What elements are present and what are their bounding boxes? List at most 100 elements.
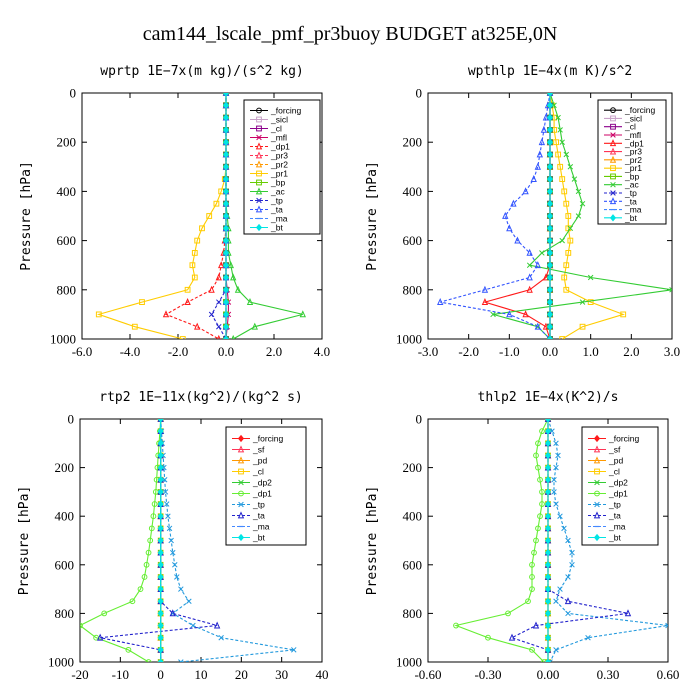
data-point (162, 489, 169, 495)
data-point (539, 250, 545, 256)
y-tick-label: 400 (55, 509, 75, 524)
x-tick-label: 2.0 (623, 344, 639, 359)
legend-label: _ma (608, 522, 626, 532)
data-point (508, 633, 516, 641)
legend-label: _ma (270, 214, 288, 224)
data-point (544, 463, 552, 472)
legend: _forcing_sicl_cl_mfl_dp1_pr3_pr2_pr1_bp_… (597, 99, 667, 225)
legend-marker (593, 456, 601, 464)
series-line (454, 419, 549, 662)
legend-label: _ta (270, 205, 283, 215)
legend-marker (255, 223, 263, 232)
data-point (546, 163, 554, 171)
data-point (502, 211, 509, 219)
data-point (544, 451, 552, 460)
data-point (530, 174, 537, 182)
data-point (222, 138, 230, 146)
y-tick-label: 400 (403, 184, 423, 199)
data-point (222, 286, 230, 294)
legend-marker (237, 456, 245, 464)
data-point (585, 634, 591, 641)
data-point (555, 452, 561, 459)
x-tick-label: -2.0 (168, 344, 189, 359)
legend-label: _dp1 (624, 138, 644, 148)
data-point (526, 248, 533, 256)
data-point (535, 525, 541, 532)
x-tick-label: 0.0 (542, 344, 558, 359)
data-point (579, 299, 586, 305)
data-point (222, 113, 230, 122)
data-point (575, 213, 582, 219)
data-point (557, 513, 563, 519)
legend-marker (594, 490, 600, 497)
legend-label: _tp (608, 500, 621, 510)
data-point (575, 188, 582, 195)
data-point (565, 537, 571, 544)
data-point (537, 513, 543, 520)
legend-label: _pd (608, 456, 623, 466)
legend-label: _ta (252, 511, 265, 521)
data-point (620, 311, 627, 318)
data-point (129, 598, 136, 605)
x-tick-label: 10 (195, 667, 208, 682)
data-point (544, 609, 552, 618)
legend-label: _bt (624, 213, 637, 223)
legend-marker (255, 187, 263, 195)
data-point (546, 298, 554, 306)
data-point (222, 323, 230, 331)
x-tick-label: -10 (112, 667, 129, 682)
legend-marker (609, 139, 617, 147)
data-point (546, 200, 554, 208)
x-tick-label: 0.0 (218, 344, 234, 359)
legend-label: _pr2 (624, 155, 642, 165)
data-point (553, 501, 559, 507)
y-tick-label: 400 (403, 509, 423, 524)
y-axis-label: Pressure [hPa] (19, 161, 34, 271)
legend-marker (238, 501, 244, 508)
data-point (216, 323, 222, 330)
y-tick-label: 0 (416, 86, 423, 101)
data-point (95, 311, 102, 318)
data-point (139, 299, 145, 306)
panel-2: wpthlp 1E−4x(m K)/s^2 Pressure [hPa] -3.0 -… (365, 64, 680, 359)
data-point (143, 561, 150, 568)
data-point (546, 175, 554, 183)
data-point (569, 562, 575, 568)
data-point (222, 298, 230, 306)
data-point (506, 224, 513, 232)
series-group (95, 93, 306, 339)
y-tick-label: 800 (57, 282, 77, 297)
x-tick-label: 2.0 (266, 344, 282, 359)
legend-marker (238, 490, 244, 497)
y-tick-label: 1000 (50, 332, 76, 347)
data-point (546, 335, 554, 339)
data-point (557, 127, 563, 133)
data-point (453, 622, 459, 629)
data-point (157, 621, 164, 630)
data-point (131, 323, 138, 330)
data-point (563, 200, 570, 207)
legend-label: _pd (252, 456, 267, 466)
data-point (526, 273, 533, 281)
data-point (563, 286, 570, 293)
data-point (191, 274, 198, 281)
legend-label: _pr1 (270, 169, 288, 179)
x-tick-label: 30 (275, 667, 288, 682)
data-point (546, 323, 554, 331)
legend-label: _sf (252, 445, 265, 455)
data-point (544, 476, 552, 484)
data-point (213, 621, 221, 629)
data-point (536, 150, 544, 158)
data-point (227, 261, 234, 269)
data-point (166, 525, 173, 532)
data-point (557, 163, 564, 170)
data-point (157, 536, 164, 545)
data-point (559, 237, 565, 244)
data-point (222, 236, 230, 245)
data-point (150, 513, 157, 520)
legend-box (597, 99, 667, 225)
data-point (557, 586, 563, 592)
data-point (485, 634, 491, 641)
x-tick-label: 20 (235, 667, 248, 682)
data-point (157, 658, 164, 662)
